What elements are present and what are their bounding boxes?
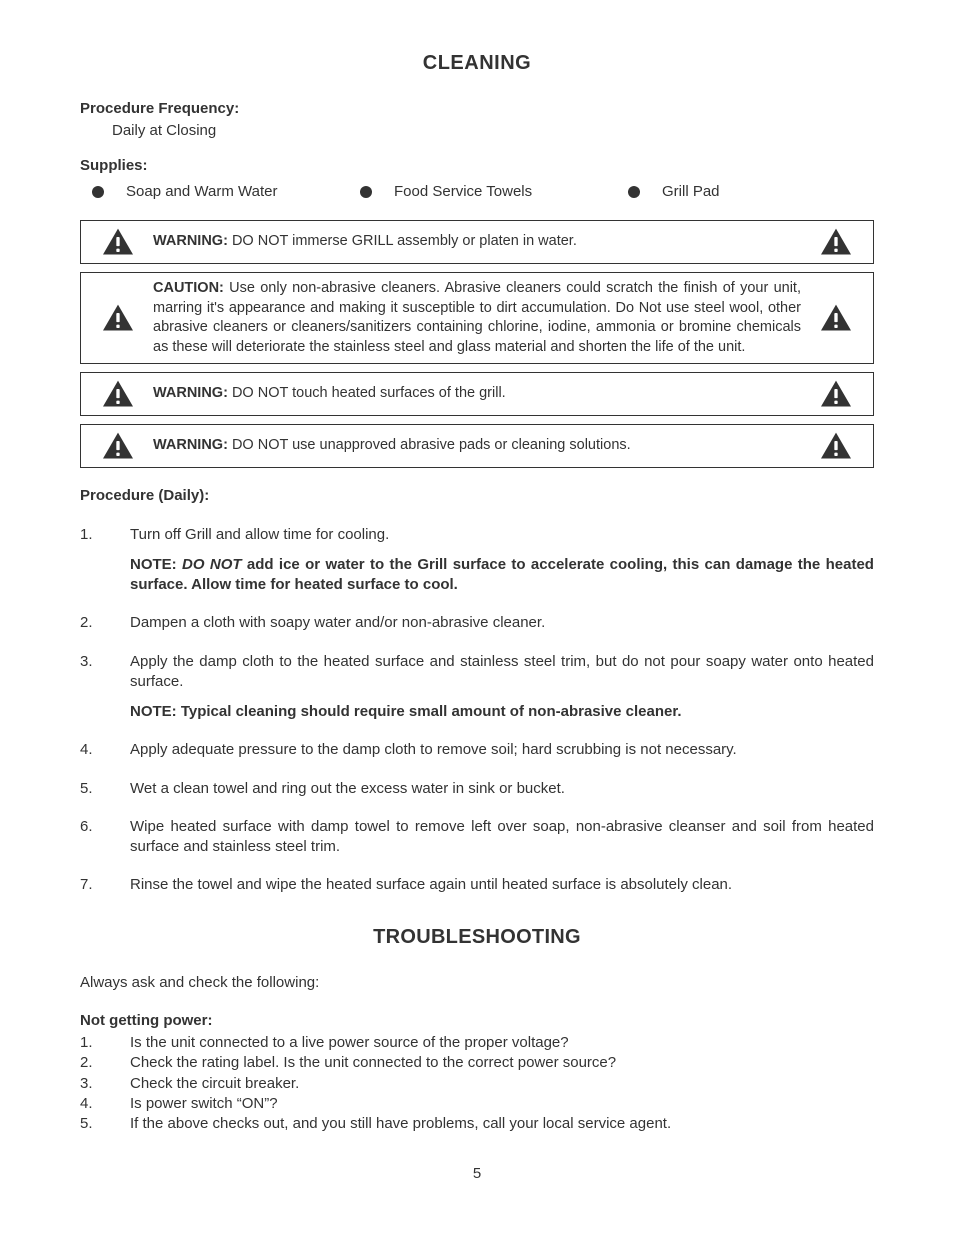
page-number: 5 [80,1164,874,1184]
supply-text: Soap and Warm Water [126,182,277,202]
step-number: 1. [80,525,130,596]
troubleshooting-title: TROUBLESHOOTING [80,924,874,951]
step-body: Apply adequate pressure to the damp clot… [130,740,874,760]
troubleshooting-list: 1.Is the unit connected to a live power … [80,1033,874,1134]
step-body: Wipe heated surface with damp towel to r… [130,817,874,858]
troubleshooting-item: 5.If the above checks out, and you still… [80,1114,874,1134]
warning-box: WARNING: DO NOT touch heated surfaces of… [80,372,874,416]
ts-text: Check the rating label. Is the unit conn… [130,1053,874,1073]
note-lead: NOTE: [130,556,182,573]
step-text: Apply the damp cloth to the heated surfa… [130,653,874,690]
troubleshooting-intro: Always ask and check the following: [80,973,874,993]
step-text: Turn off Grill and allow time for coolin… [130,526,389,543]
warning-text: WARNING: DO NOT touch heated surfaces of… [147,384,807,404]
step-text: Apply adequate pressure to the damp clot… [130,741,737,758]
step-number: 6. [80,817,130,858]
procedure-list: 1.Turn off Grill and allow time for cool… [80,525,874,896]
warning-icon [99,431,137,461]
warning-text: WARNING: DO NOT use unapproved abrasive … [147,436,807,456]
step-text: Wipe heated surface with damp towel to r… [130,818,874,855]
step-body: Apply the damp cloth to the heated surfa… [130,652,874,723]
step-text: Rinse the towel and wipe the heated surf… [130,876,732,893]
procedure-step: 6.Wipe heated surface with damp towel to… [80,817,874,858]
troubleshooting-item: 2.Check the rating label. Is the unit co… [80,1053,874,1073]
step-body: Rinse the towel and wipe the heated surf… [130,875,874,895]
warning-icon [817,303,855,333]
ts-number: 1. [80,1033,130,1053]
step-number: 7. [80,875,130,895]
supply-text: Grill Pad [662,182,720,202]
warning-body: DO NOT use unapproved abrasive pads or c… [228,437,631,453]
warning-icon [817,227,855,257]
step-number: 3. [80,652,130,723]
procedure-step: 7.Rinse the towel and wipe the heated su… [80,875,874,895]
step-number: 2. [80,613,130,633]
ts-text: If the above checks out, and you still h… [130,1114,874,1134]
warning-lead: WARNING: [153,385,228,401]
supply-item: Soap and Warm Water [80,182,338,202]
step-number: 4. [80,740,130,760]
ts-number: 5. [80,1114,130,1134]
supplies-row: Soap and Warm Water Food Service Towels … [80,182,874,202]
warning-text: CAUTION: Use only non-abrasive cleaners.… [147,279,807,357]
procedure-step: 4.Apply adequate pressure to the damp cl… [80,740,874,760]
step-text: Wet a clean towel and ring out the exces… [130,780,565,797]
page-title: CLEANING [80,50,874,77]
ts-number: 3. [80,1074,130,1094]
ts-text: Is power switch “ON”? [130,1094,874,1114]
supply-item: Grill Pad [616,182,874,202]
ts-text: Check the circuit breaker. [130,1074,874,1094]
warning-lead: WARNING: [153,233,228,249]
procedure-frequency-label: Procedure Frequency: [80,99,874,119]
warning-text: WARNING: DO NOT immerse GRILL assembly o… [147,232,807,252]
step-body: Wet a clean towel and ring out the exces… [130,779,874,799]
procedure-step: 5.Wet a clean towel and ring out the exc… [80,779,874,799]
supply-item: Food Service Towels [348,182,606,202]
warning-box: CAUTION: Use only non-abrasive cleaners.… [80,272,874,364]
ts-number: 2. [80,1053,130,1073]
step-text: Dampen a cloth with soapy water and/or n… [130,614,545,631]
troubleshooting-item: 4.Is power switch “ON”? [80,1094,874,1114]
procedure-frequency-value: Daily at Closing [112,121,874,141]
procedure-daily-label: Procedure (Daily): [80,486,874,506]
warning-icon [99,379,137,409]
warning-lead: CAUTION: [153,280,224,296]
procedure-step: 2.Dampen a cloth with soapy water and/or… [80,613,874,633]
warning-lead: WARNING: [153,437,228,453]
warning-icon [817,431,855,461]
ts-text: Is the unit connected to a live power so… [130,1033,874,1053]
warning-icon [99,227,137,257]
bullet-icon [360,186,372,198]
note-rest: add ice or water to the Grill surface to… [130,556,874,593]
troubleshooting-section-label: Not getting power: [80,1011,874,1031]
procedure-step: 1.Turn off Grill and allow time for cool… [80,525,874,596]
troubleshooting-item: 1.Is the unit connected to a live power … [80,1033,874,1053]
troubleshooting-item: 3.Check the circuit breaker. [80,1074,874,1094]
warning-body: Use only non-abrasive cleaners. Abrasive… [153,280,801,355]
warning-body: DO NOT touch heated surfaces of the gril… [228,385,506,401]
warning-box: WARNING: DO NOT use unapproved abrasive … [80,424,874,468]
supply-text: Food Service Towels [394,182,532,202]
supplies-label: Supplies: [80,156,874,176]
warning-body: DO NOT immerse GRILL assembly or platen … [228,233,577,249]
step-number: 5. [80,779,130,799]
step-note: NOTE: DO NOT add ice or water to the Gri… [130,555,874,596]
step-note: NOTE: Typical cleaning should require sm… [130,702,874,722]
warning-icon [99,303,137,333]
step-body: Turn off Grill and allow time for coolin… [130,525,874,596]
step-body: Dampen a cloth with soapy water and/or n… [130,613,874,633]
ts-number: 4. [80,1094,130,1114]
note-donot: DO NOT [182,556,242,573]
warning-icon [817,379,855,409]
procedure-step: 3.Apply the damp cloth to the heated sur… [80,652,874,723]
warning-box: WARNING: DO NOT immerse GRILL assembly o… [80,220,874,264]
bullet-icon [92,186,104,198]
bullet-icon [628,186,640,198]
